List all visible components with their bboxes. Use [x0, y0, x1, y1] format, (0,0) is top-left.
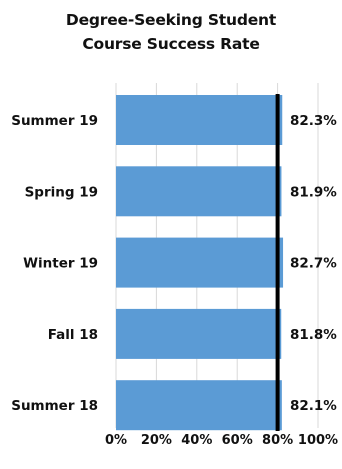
label-layer: 0% 20% 40% 60% 80% 100% Summer 19 82.3% Spring 1… [11, 113, 338, 448]
bar [116, 308, 282, 359]
value-label: 81.9% [290, 184, 337, 200]
bar [116, 380, 282, 431]
bar [116, 166, 282, 217]
x-tick-label: 0% [105, 433, 127, 448]
category-label: Winter 19 [23, 256, 98, 272]
chart-title-line-2: Course Success Rate [82, 35, 260, 53]
bar [116, 95, 283, 145]
category-label: Spring 19 [25, 184, 98, 200]
value-label: 82.3% [290, 113, 337, 129]
x-tick-label: 60% [222, 433, 253, 448]
category-label: Summer 18 [11, 398, 98, 414]
x-tick-label: 100% [298, 433, 338, 448]
category-label: Summer 19 [11, 113, 98, 129]
bar-layer [116, 95, 284, 431]
bar [116, 237, 284, 288]
x-tick-label: 40% [181, 433, 212, 448]
chart-title-line-1: Degree-Seeking Student [65, 11, 277, 29]
chart-title: Degree-Seeking Student Course Success Ra… [0, 8, 342, 56]
x-tick-label: 80% [262, 433, 293, 448]
x-tick-label: 20% [141, 433, 172, 448]
value-label: 81.8% [290, 327, 337, 343]
value-label: 82.7% [290, 256, 337, 272]
category-label: Fall 18 [48, 327, 98, 343]
value-label: 82.1% [290, 398, 337, 414]
